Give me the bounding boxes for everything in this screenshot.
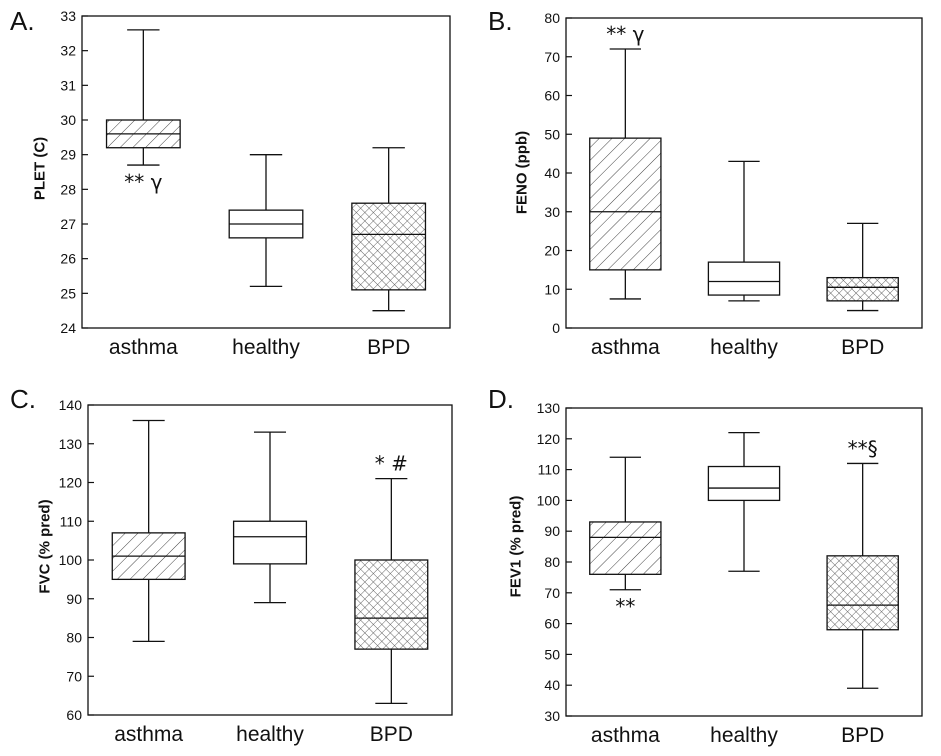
y-tick-label: 70 xyxy=(544,49,560,65)
y-tick-label: 130 xyxy=(59,436,83,452)
y-tick-label: 110 xyxy=(60,513,83,529)
box-plot-d: 30 40 50 60 70 80 90 100 110 120 130 asthma healthy B… xyxy=(537,400,923,747)
box-BPD xyxy=(826,555,899,631)
y-tick-label: 29 xyxy=(60,147,76,163)
y-tick-label: 80 xyxy=(66,630,82,646)
panel-b: B. FENO (ppb) 0 10 20 30 40 50 60 70 80 asthma hea… xyxy=(470,0,940,378)
y-tick-label: 50 xyxy=(544,126,560,142)
y-tick-label: 130 xyxy=(537,400,561,416)
panel-a: A. PLET (C) 24 25 26 27 28 29 30 31 32 33 asthma he… xyxy=(0,0,470,378)
panel-letter: A. xyxy=(10,6,35,36)
category-label: healthy xyxy=(710,724,778,747)
y-tick-label: 25 xyxy=(60,285,76,301)
y-tick-label: 32 xyxy=(60,43,76,59)
box-asthma xyxy=(589,521,662,575)
box-healthy xyxy=(707,465,781,502)
category-label: healthy xyxy=(710,336,778,359)
category-label: asthma xyxy=(109,336,178,359)
y-tick-label: 60 xyxy=(544,616,560,632)
panel-d: D. FEV1 (% pred) 30 40 50 60 70 80 90 100 110 120… xyxy=(470,378,940,756)
significance-annotation: ** xyxy=(615,595,635,619)
y-tick-label: 10 xyxy=(544,281,560,297)
y-tick-label: 100 xyxy=(59,552,83,568)
y-tick-label: 100 xyxy=(537,492,561,508)
y-tick-label: 60 xyxy=(66,707,82,723)
y-tick-label: 120 xyxy=(59,475,83,491)
significance-annotation: * # xyxy=(375,452,408,476)
y-tick-label: 120 xyxy=(537,431,561,447)
y-tick-label: 90 xyxy=(66,591,82,607)
significance-annotation: ** γ xyxy=(606,22,644,46)
y-tick-label: 80 xyxy=(544,10,560,26)
box-healthy xyxy=(707,261,781,296)
y-tick-label: 140 xyxy=(59,397,83,413)
significance-annotation: ** γ xyxy=(124,170,162,194)
category-label: asthma xyxy=(591,336,660,359)
y-tick-label: 31 xyxy=(60,77,76,93)
box-asthma xyxy=(589,137,662,271)
box-BPD xyxy=(351,202,427,291)
plot-frame xyxy=(81,15,451,329)
y-tick-label: 70 xyxy=(544,585,560,601)
category-label: asthma xyxy=(591,724,660,747)
category-label: BPD xyxy=(370,723,413,746)
y-tick-label: 33 xyxy=(60,8,76,24)
category-label: BPD xyxy=(367,336,410,359)
y-tick-label: 26 xyxy=(60,251,76,267)
box-healthy xyxy=(232,520,308,565)
y-tick-label: 30 xyxy=(544,204,560,220)
y-tick-label: 30 xyxy=(60,112,76,128)
y-tick-label: 0 xyxy=(552,320,560,336)
y-tick-label: 90 xyxy=(544,523,560,539)
box-BPD xyxy=(354,559,429,650)
y-tick-label: 40 xyxy=(544,677,560,693)
category-label: BPD xyxy=(841,724,884,747)
y-tick-label: 30 xyxy=(544,708,560,724)
y-tick-label: 70 xyxy=(66,668,82,684)
y-tick-label: 28 xyxy=(60,181,76,197)
significance-annotation: **§ xyxy=(848,436,878,460)
panel-c: C. FVC (% pred) 60 70 80 90 100 110 120 130 140 a… xyxy=(0,378,470,756)
panel-letter: B. xyxy=(488,6,513,36)
y-tick-label: 40 xyxy=(544,165,560,181)
box-BPD xyxy=(826,276,899,302)
y-tick-label: 20 xyxy=(544,243,560,259)
category-label: BPD xyxy=(841,336,884,359)
panel-letter: C. xyxy=(10,384,36,414)
box-plot-c: 60 70 80 90 100 110 120 130 140 asthma healthy BPD *… xyxy=(59,397,453,746)
y-tick-label: 24 xyxy=(60,320,76,336)
category-label: healthy xyxy=(232,336,300,359)
y-tick-label: 80 xyxy=(544,554,560,570)
category-label: healthy xyxy=(236,723,304,746)
y-tick-label: 50 xyxy=(544,646,560,662)
box-plot-a: 24 25 26 27 28 29 30 31 32 33 asthma healthy BPD ** γ xyxy=(60,8,451,359)
box-plot-b: 0 10 20 30 40 50 60 70 80 asthma healthy BPD ** γ xyxy=(544,10,923,359)
y-tick-label: 27 xyxy=(60,216,76,232)
category-label: asthma xyxy=(114,723,183,746)
y-tick-label: 60 xyxy=(544,88,560,104)
y-tick-label: 110 xyxy=(538,462,561,478)
panel-letter: D. xyxy=(488,384,514,414)
